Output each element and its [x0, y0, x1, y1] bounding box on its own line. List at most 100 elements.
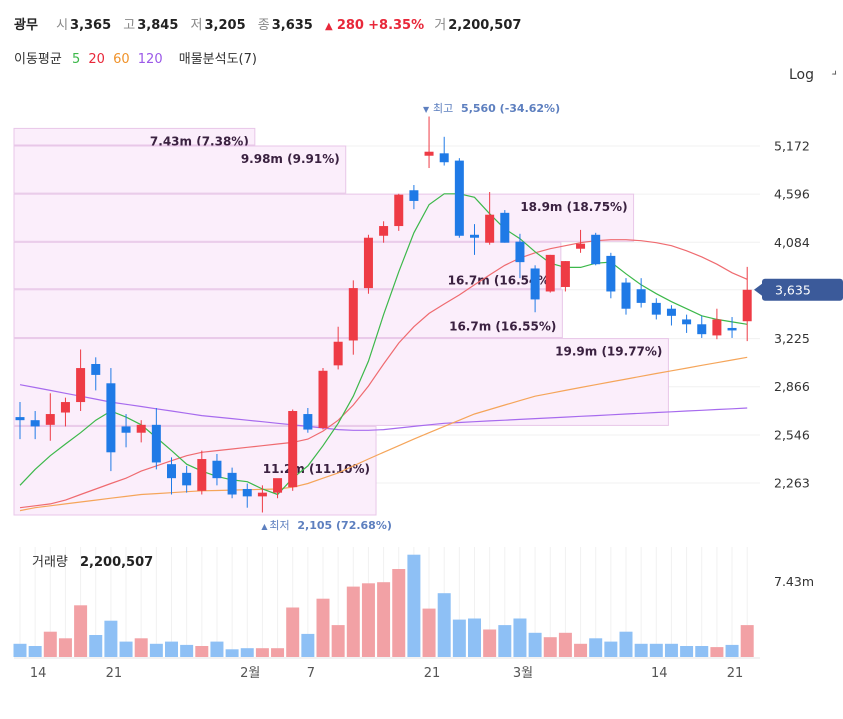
- low-value: 2,105 (72.68%): [297, 519, 392, 532]
- candle-up: [45, 393, 55, 441]
- volume-bar: [649, 643, 663, 657]
- volume-bar: [543, 637, 557, 657]
- volume-bar: [664, 643, 678, 657]
- volume-bar: [498, 625, 512, 657]
- chart-header: 광무 시 3,365 고 3,845 저 3,205 종 3,635 ▲ 280 +8.…: [0, 0, 843, 70]
- high-value: 5,560 (-34.62%): [461, 102, 560, 115]
- candle-body: [666, 308, 676, 316]
- high-label: 고: [123, 18, 136, 33]
- candle-down: [591, 232, 601, 266]
- volume-bar: [422, 608, 436, 657]
- candle-up: [257, 485, 267, 513]
- candle-down: [121, 414, 131, 448]
- current-price-label: 3,635: [775, 282, 811, 297]
- candle-body: [15, 417, 25, 421]
- volume-bar: [407, 554, 421, 657]
- candle-up: [333, 326, 343, 370]
- low-label: 최저: [269, 519, 289, 532]
- volume-title-value: 2,200,507: [80, 555, 153, 570]
- volume-bar: [604, 641, 618, 657]
- low-marker-icon: ▲: [261, 522, 268, 531]
- candle-body: [212, 460, 222, 479]
- candlesticks: [15, 116, 752, 513]
- candle-down: [91, 357, 101, 391]
- volume-bar: [634, 643, 648, 657]
- close-value: 3,635: [271, 18, 313, 33]
- indicator-legend[interactable]: 이동평균 5 20 60 120 매물분석도(7): [14, 48, 257, 67]
- high-marker-icon: ▼: [423, 105, 430, 114]
- ma60-line: [19, 356, 748, 512]
- volume-bar: [43, 631, 57, 657]
- ma120-label: 120: [137, 52, 163, 67]
- ma20-label: 20: [88, 52, 105, 67]
- date-tick-label: 2월: [240, 666, 260, 681]
- candle-up: [379, 221, 389, 243]
- candle-body: [288, 411, 298, 488]
- candle-body: [591, 234, 601, 265]
- volume-profile-bar: [13, 289, 563, 339]
- moving-average-title[interactable]: 이동평균: [14, 52, 62, 67]
- candle-up: [273, 478, 283, 499]
- candle-body: [30, 420, 40, 427]
- candle-down: [167, 457, 176, 495]
- quote-summary: 광무 시 3,365 고 3,845 저 3,205 종 3,635 ▲ 280 +8.…: [14, 14, 529, 33]
- candle-body: [454, 160, 464, 236]
- candle-down: [470, 224, 479, 255]
- price-tick-label: 2,263: [774, 476, 810, 491]
- candle-up: [545, 254, 555, 293]
- candle-up: [197, 450, 207, 495]
- candle-body: [348, 288, 358, 341]
- candle-body: [333, 341, 343, 366]
- volume-bar: [725, 644, 739, 657]
- candle-body: [727, 327, 737, 331]
- candle-down: [454, 158, 464, 238]
- candle-up: [363, 234, 373, 294]
- price-tick-label: 2,546: [774, 427, 810, 442]
- date-tick-label: 21: [727, 666, 744, 681]
- volume-bar: [240, 648, 254, 657]
- high-label: 최고: [433, 102, 453, 115]
- volume-profile-title[interactable]: 매물분석도(7): [178, 52, 257, 67]
- candle-up: [560, 261, 570, 292]
- volume-bar: [180, 644, 194, 657]
- price-tick-label: 5,172: [774, 139, 810, 154]
- candle-down: [303, 408, 313, 433]
- price-tick-label: 3,225: [774, 331, 810, 346]
- price-axis: 5,172 4,596 4,084 3,635 3,225 2,866 2,546 2,263: [754, 139, 843, 491]
- candle-body: [530, 268, 540, 300]
- date-axis: 14 21 2월 7 21 3월 14 21: [14, 657, 760, 681]
- candle-body: [363, 237, 373, 289]
- candle-body: [121, 426, 131, 433]
- candle-down: [242, 483, 252, 508]
- volume-value: 2,200,507: [448, 18, 522, 33]
- candle-down: [106, 368, 116, 472]
- candle-up: [288, 409, 298, 491]
- volume-bar: [225, 649, 239, 657]
- log-scale-toggle[interactable]: Log: [789, 67, 815, 83]
- ma120-line: [19, 384, 748, 431]
- candle-body: [76, 368, 86, 403]
- candle-body: [470, 234, 479, 238]
- volume-bar: [316, 598, 330, 657]
- change-percent: +8.35%: [368, 18, 425, 33]
- volume-bar: [710, 647, 724, 657]
- candle-down: [500, 210, 510, 243]
- volume-bar: [13, 643, 27, 657]
- candle-body: [439, 153, 449, 163]
- volume-bar: [437, 593, 451, 657]
- candle-body: [257, 492, 267, 497]
- volume-title: 거래량: [32, 555, 68, 570]
- price-tick-label: 4,084: [774, 235, 810, 250]
- candle-body: [636, 289, 646, 303]
- volume-bar: [74, 605, 88, 657]
- volume-bar: [695, 646, 709, 657]
- candle-body: [424, 151, 434, 156]
- volume-bar: [513, 618, 527, 657]
- candle-down: [409, 185, 419, 210]
- candle-body: [712, 319, 722, 336]
- candle-down: [227, 467, 237, 499]
- open-label: 시: [56, 18, 69, 33]
- candle-down: [439, 136, 449, 166]
- date-tick-label: 14: [651, 666, 668, 681]
